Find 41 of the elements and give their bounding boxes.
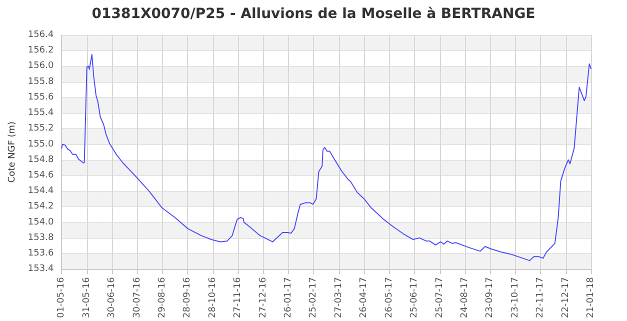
y-tick-label: 156.4 — [28, 30, 54, 40]
x-tick-label: 25-06-17 — [410, 277, 420, 318]
y-tick-label: 153.8 — [28, 232, 54, 243]
x-tick-label: 27-11-16 — [233, 276, 244, 318]
y-tick-label: 155.6 — [28, 92, 54, 102]
y-tick-label: 155.2 — [28, 124, 54, 134]
x-tick-label: 29-08-16 — [157, 276, 168, 318]
y-tick-label: 156.2 — [28, 46, 54, 56]
y-tick-label: 155.8 — [28, 76, 54, 87]
x-tick-label: 26-05-17 — [384, 277, 394, 318]
x-tick-label: 31-05-16 — [82, 276, 92, 318]
chart-title: 01381X0070/P25 - Alluvions de la Moselle à BERTRANGE — [92, 6, 536, 22]
y-tick-label: 156.0 — [28, 61, 54, 72]
x-tick-label: 30-06-16 — [107, 276, 118, 318]
line-series — [61, 54, 592, 262]
y-tick-label: 154.6 — [28, 170, 54, 180]
x-tick-label: 26-01-17 — [284, 277, 294, 318]
x-tick-label: 28-09-16 — [182, 276, 193, 318]
x-tick-label: 27-12-16 — [258, 276, 268, 318]
y-tick-label: 154.4 — [28, 186, 54, 196]
x-tick-label: 21-01-18 — [586, 276, 596, 318]
y-tick-label: 154.2 — [28, 202, 54, 212]
x-tick-label: 22-12-17 — [560, 277, 571, 318]
y-tick-label: 153.6 — [28, 248, 54, 259]
x-tick-label: 22-11-17 — [536, 277, 546, 318]
x-tick-label: 28-10-16 — [208, 276, 218, 318]
x-tick-label: 25-07-17 — [434, 277, 445, 318]
y-tick-label: 155.0 — [28, 139, 54, 150]
x-tick-label: 23-09-17 — [485, 277, 496, 318]
y-tick-label: 155.4 — [28, 108, 54, 118]
x-tick-label: 27-03-17 — [334, 277, 344, 318]
x-tick-label: 23-10-17 — [510, 277, 520, 318]
y-tick-label: 154.8 — [28, 154, 54, 165]
x-tick-label: 30-07-16 — [132, 276, 142, 318]
x-tick-label: 25-02-17 — [308, 277, 319, 318]
y-tick-label: 154.0 — [28, 217, 54, 228]
y-tick-label: 153.4 — [28, 264, 54, 274]
x-tick-label: 01-05-16 — [56, 276, 67, 318]
y-axis-title: Cote NGF (m) — [8, 121, 18, 183]
x-tick-label: 26-04-17 — [359, 277, 370, 318]
x-tick-label: 24-08-17 — [460, 277, 470, 318]
